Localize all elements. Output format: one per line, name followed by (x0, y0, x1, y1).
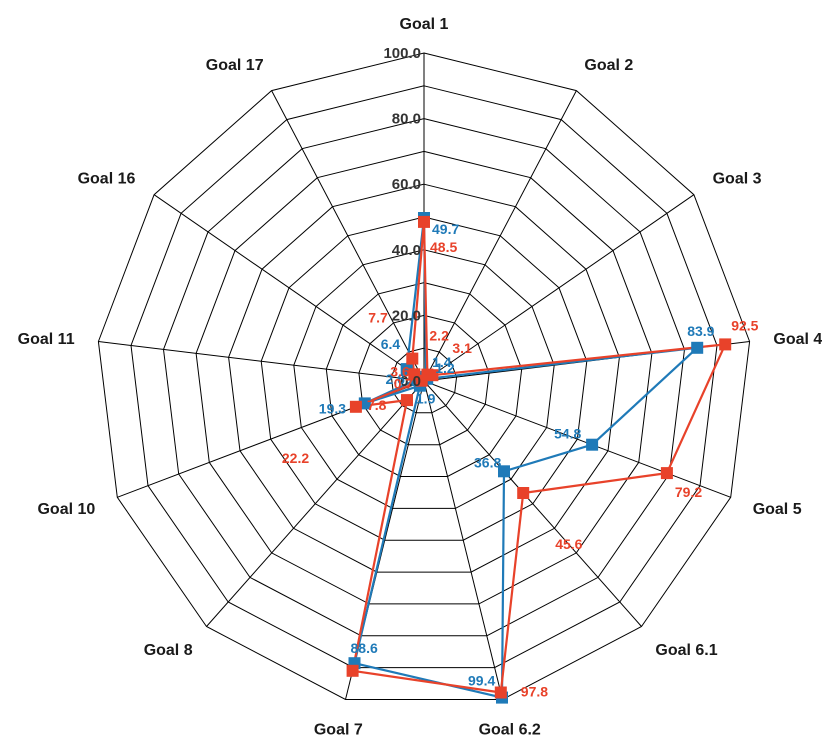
series-2-marker (408, 368, 421, 381)
data-label: 6.4 (381, 336, 401, 352)
axis-spoke (423, 380, 731, 498)
series-1-marker (586, 438, 599, 451)
axis-label: Goal 6.1 (655, 642, 717, 659)
series-2-marker (719, 338, 732, 351)
series-2-marker (517, 487, 530, 499)
series-2-marker (406, 352, 419, 365)
series-2-marker (349, 400, 362, 413)
axis-label: Goal 1 (400, 16, 449, 33)
data-label: 92.5 (731, 317, 758, 333)
radar-grid (97, 52, 751, 700)
grid-ring (390, 347, 458, 414)
grid-ring (195, 150, 653, 605)
axis-labels: Goal 1 Goal 2 Goal 3 Goal 4 Goal 5 Goal 6.1 Go… (18, 16, 822, 735)
axis-spoke (271, 90, 425, 382)
series-1-marker (691, 341, 704, 354)
data-label: 54.8 (554, 426, 581, 442)
data-label: 7.7 (368, 310, 388, 326)
series-markers (346, 212, 732, 704)
axis-label: Goal 17 (206, 57, 264, 74)
axis-label: Goal 11 (18, 331, 75, 348)
data-label: 1.4 (432, 354, 452, 370)
tick-label: 100.0 (383, 45, 421, 62)
data-label: 79.2 (675, 484, 702, 500)
data-label: 1.9 (416, 391, 436, 407)
series-2-marker (418, 215, 430, 228)
data-label: 88.6 (351, 640, 378, 656)
axis-spoke (423, 90, 577, 382)
data-label: 1.2 (435, 360, 455, 376)
data-label: 45.6 (555, 536, 582, 552)
axis-label: Goal 6.2 (479, 722, 541, 735)
data-label: 19.3 (319, 400, 346, 416)
axis-label: Goal 2 (584, 57, 633, 74)
series-1-marker (498, 465, 510, 478)
tick-label: 40.0 (392, 242, 421, 259)
data-label: 36.8 (474, 454, 501, 470)
data-labels: 49.7 1.41.2 83.9 54.8 36.8 99.4 88.6 1.9 19.3 2.6… (282, 221, 759, 700)
axis-label: Goal 16 (78, 171, 136, 188)
axis-label: Goal 4 (773, 331, 822, 348)
axis-spoke (206, 380, 425, 627)
series-lines (351, 216, 727, 699)
data-label: 0.7 (394, 376, 414, 392)
series-2-marker (494, 686, 507, 699)
data-label: 7.8 (367, 397, 387, 413)
series-2-marker (401, 394, 413, 407)
series-2-line (351, 220, 727, 694)
grid-ring (358, 314, 490, 446)
data-label: 3.1 (452, 340, 472, 356)
data-label: 2.6 (386, 371, 406, 387)
series-2-marker (346, 664, 359, 677)
data-label: 48.5 (430, 239, 457, 255)
axis-label: Goal 10 (37, 501, 95, 518)
data-label: 99.4 (468, 673, 495, 689)
axis-label: Goal 5 (753, 501, 802, 518)
tick-label: 60.0 (392, 176, 421, 193)
axis-spoke (423, 194, 695, 382)
grid-ring (293, 249, 555, 509)
data-label: 49.7 (432, 221, 459, 237)
data-label: 83.9 (687, 323, 714, 339)
series-2-marker (426, 369, 439, 382)
grid-ring (97, 52, 751, 700)
data-label: 2.2 (429, 328, 449, 344)
axis-label: Goal 3 (713, 171, 762, 188)
tick-labels: 0.0 20.0 40.0 60.0 80.0 100.0 (383, 45, 421, 390)
axis-spoke (153, 194, 425, 382)
axis-spoke (423, 380, 642, 627)
data-label: 97.8 (521, 684, 548, 700)
data-label: 3.6 (390, 363, 410, 379)
grid-ring (260, 216, 588, 541)
axis-spoke (98, 341, 425, 382)
axis-spoke (423, 380, 503, 700)
axis-label: Goal 8 (144, 642, 193, 659)
series-2-marker (660, 467, 673, 480)
grid-ring (325, 282, 523, 477)
tick-label: 20.0 (392, 307, 421, 324)
grid-ring (130, 85, 718, 669)
tick-label: 0.0 (400, 373, 421, 390)
grid-ring (162, 118, 686, 637)
tick-label: 80.0 (392, 111, 421, 128)
axis-label: Goal 7 (314, 722, 363, 735)
data-label: 22.2 (282, 450, 309, 466)
grid-ring (228, 183, 620, 573)
